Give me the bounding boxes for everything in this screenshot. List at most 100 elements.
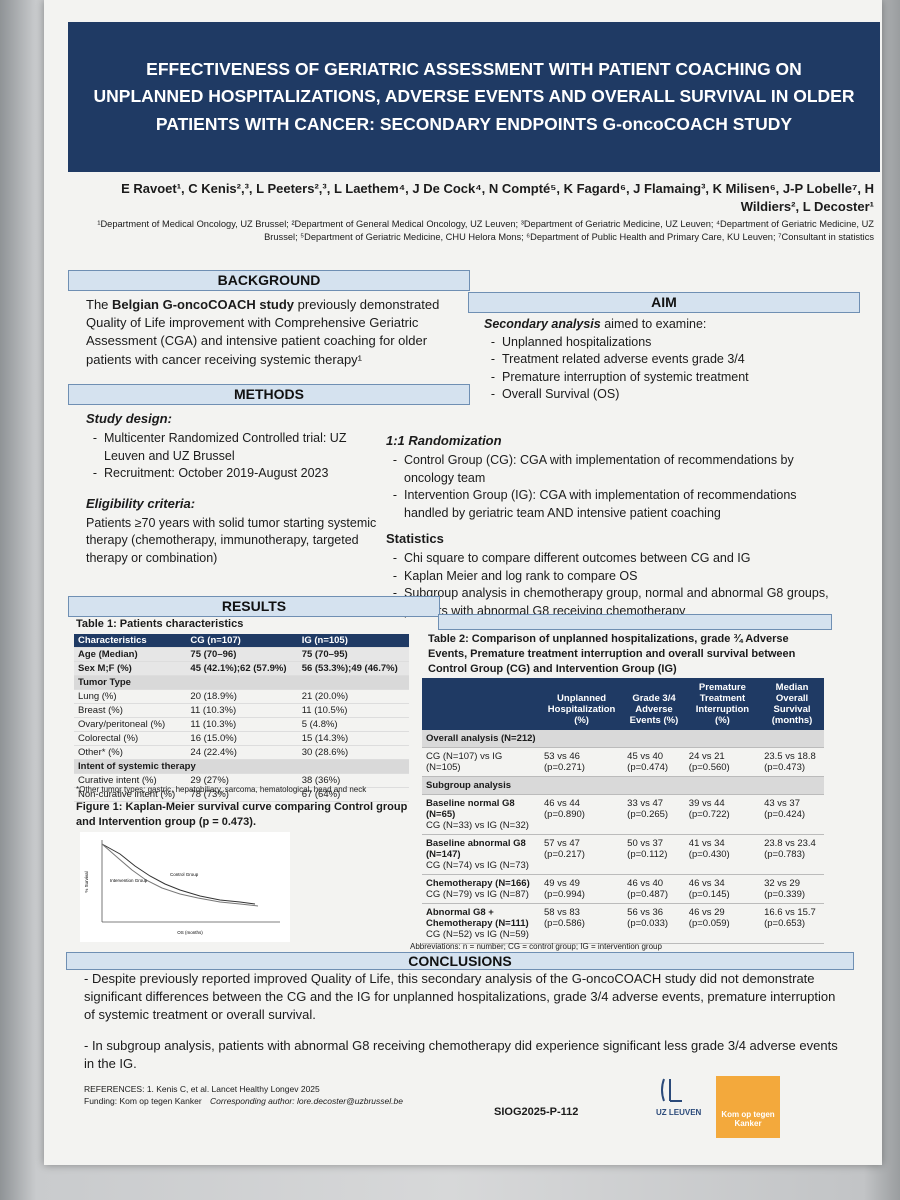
table2-row: Baseline abnormal G8 (N=147) CG (N=74) vs… <box>422 834 824 875</box>
table2-cell: 46 vs 40 (p=0.487) <box>623 874 685 904</box>
figure-control-label: Control Group <box>170 872 199 877</box>
table1-row: Intent of systemic therapy <box>74 759 409 774</box>
conclusion-paragraph: - Despite previously reported improved Q… <box>84 971 836 1023</box>
logo-kom-op-tegen-kanker: Kom op tegen Kanker <box>716 1076 780 1138</box>
study-design-list: Multicenter Randomized Controlled trial:… <box>86 430 386 483</box>
study-design-heading: Study design: <box>86 411 172 426</box>
table2-comparison: CG (N=79) vs IG (N=87) <box>426 889 529 900</box>
table1-cell: 11 (10.3%) <box>186 703 298 718</box>
list-item: Intervention Group (IG): CGA with implem… <box>404 487 836 522</box>
table2-group-label: Chemotherapy (N=166) <box>426 878 530 889</box>
conclusion-paragraph: - In subgroup analysis, patients with ab… <box>84 1037 838 1071</box>
table1-cell: CG (n=107) <box>186 634 298 648</box>
table1-cell: 78 (73%) <box>186 787 298 802</box>
poster-code: SIOG2025-P-112 <box>494 1106 579 1118</box>
figure-x-label: OS (months) <box>177 930 203 935</box>
logo-kom-text: Kom op tegen Kanker <box>721 1110 775 1128</box>
list-item: Unplanned hospitalizations <box>502 334 864 352</box>
list-item: Chi square to compare different outcomes… <box>404 550 836 568</box>
statistics-list: Chi square to compare different outcomes… <box>386 550 836 620</box>
list-item: Kaplan Meier and log rank to compare OS <box>404 568 836 586</box>
table2-section-cell: Overall analysis (N=212) <box>422 730 824 748</box>
table2-group-label: Baseline abnormal G8 (N=147) <box>426 838 526 860</box>
list-item: Multicenter Randomized Controlled trial:… <box>104 430 386 465</box>
table2-comparison: CG (N=74) vs IG (N=73) <box>426 860 529 871</box>
table1-row: Curative intent (%) 29 (27%) 38 (36%) <box>74 773 409 788</box>
table2-cell: 41 vs 34 (p=0.430) <box>684 834 761 875</box>
table1-footnote: *Other tumor types: gastric, hepatobilia… <box>76 785 367 794</box>
table2-cell: 43 vs 37 (p=0.424) <box>760 794 824 835</box>
poster: EFFECTIVENESS OF GERIATRIC ASSESSMENT WI… <box>44 0 882 1165</box>
table1-row: Age (Median) 75 (70–96) 75 (70–95) <box>74 647 409 662</box>
table2-header-cell: Unplanned Hospitalization (%) <box>540 678 624 730</box>
table2-cell: 49 vs 49 (p=0.994) <box>540 874 624 904</box>
table2-section-row: Overall analysis (N=212) <box>422 730 824 748</box>
km-figure: % Survival OS (months) Control Group Int… <box>80 832 290 942</box>
table2-row: CG (N=107) vs IG (N=105) 53 vs 46 (p=0.27… <box>422 747 824 777</box>
table2-cell: 23.5 vs 18.8 (p=0.473) <box>760 747 824 777</box>
aim-lead-text: aimed to examine: <box>604 317 707 331</box>
aim-list: Unplanned hospitalizationsTreatment rela… <box>484 334 864 404</box>
table2-header-cell: Grade 3/4 Adverse Events (%) <box>623 678 685 730</box>
table2-section-row: Subgroup analysis <box>422 776 824 795</box>
table2-cell: 32 vs 29 (p=0.339) <box>760 874 824 904</box>
randomization-list: Control Group (CG): CGA with implementat… <box>386 452 836 522</box>
table1-cell: Other* (%) <box>74 745 187 760</box>
table2-comparison: CG (N=107) vs IG (N=105) <box>426 751 503 773</box>
table2-cell: 39 vs 44 (p=0.722) <box>684 794 761 835</box>
table1-cell: Curative intent (%) <box>74 773 187 788</box>
aim-lead: Secondary analysis aimed to examine: <box>484 316 864 334</box>
table2-row: Baseline normal G8 (N=65) CG (N=33) vs IG… <box>422 794 824 835</box>
eligibility-text: Patients ≥70 years with solid tumor star… <box>86 515 377 565</box>
table2-header-row: Unplanned Hospitalization (%) Grade 3/4 A… <box>422 678 824 730</box>
figure-y-label: % Survival <box>84 871 89 892</box>
table2-label-cell: CG (N=107) vs IG (N=105) <box>422 747 540 777</box>
table2-cell: 46 vs 34 (p=0.145) <box>684 874 761 904</box>
table2-title: Table 2: Comparison of unplanned hospita… <box>428 633 796 675</box>
table1-cell: Lung (%) <box>74 689 187 704</box>
table2-cell: 56 vs 36 (p=0.033) <box>623 903 685 944</box>
list-item: Recruitment: October 2019-August 2023 <box>104 465 386 483</box>
table2-comparison: CG (N=52) vs IG (N=59) <box>426 929 529 940</box>
table2-label-cell: Chemotherapy (N=166) CG (N=79) vs IG (N=8… <box>422 874 540 904</box>
table2-corner <box>422 678 540 730</box>
table1-cell: 16 (15.0%) <box>186 731 298 746</box>
aim-lead-bold: Secondary analysis <box>484 317 601 331</box>
table1-cell: 15 (14.3%) <box>297 731 409 746</box>
table2-group-label: Abnormal G8 + Chemotherapy (N=111) <box>426 907 529 929</box>
figure-intervention-label: Intervention Group <box>110 878 148 883</box>
methods-left: Study design: Multicenter Randomized Con… <box>86 406 386 567</box>
table1-row: Sex M;F (%) 45 (42.1%);62 (57.9%) 56 (53.3… <box>74 661 409 676</box>
table1-row: Non-curative intent (%) 78 (73%) 67 (64%) <box>74 787 409 802</box>
figure1-caption: Figure 1: Kaplan-Meier survival curve co… <box>76 801 408 828</box>
table1-row: Tumor Type <box>74 675 409 690</box>
table1-cell: Non-curative intent (%) <box>74 787 187 802</box>
table2-cell: 46 vs 29 (p=0.059) <box>684 903 761 944</box>
figure-bg <box>80 832 290 942</box>
conclusions-heading: CONCLUSIONS <box>66 952 854 970</box>
table1-cell: 45 (42.1%);62 (57.9%) <box>186 661 298 676</box>
table1-cell: Ovary/peritoneal (%) <box>74 717 187 732</box>
table2-row: Abnormal G8 + Chemotherapy (N=111) CG (N=… <box>422 903 824 944</box>
table1-row: Ovary/peritoneal (%) 11 (10.3%) 5 (4.8%) <box>74 717 409 732</box>
table2: Unplanned Hospitalization (%) Grade 3/4 A… <box>422 678 824 944</box>
table2-wrap: Unplanned Hospitalization (%) Grade 3/4 A… <box>422 678 824 944</box>
results-bar-right <box>438 614 832 630</box>
table1-cell: Intent of systemic therapy <box>74 759 409 774</box>
table1-title: Table 1: Patients characteristics <box>76 618 244 630</box>
table2-section-cell: Subgroup analysis <box>422 776 824 795</box>
corresponding-author: Corresponding author: lore.decoster@uzbr… <box>210 1096 403 1107</box>
table1-cell: 56 (53.3%);49 (46.7%) <box>297 661 409 676</box>
list-item: Premature interruption of systemic treat… <box>502 369 864 387</box>
table2-group-label: Baseline normal G8 (N=65) <box>426 798 515 820</box>
table2-header-cell: Premature Treatment Interruption (%) <box>684 678 761 730</box>
table1-cell: 38 (36%) <box>297 773 409 788</box>
logo-uzbrussel <box>661 1078 682 1102</box>
table1-row: Colorectal (%) 16 (15.0%) 15 (14.3%) <box>74 731 409 746</box>
table1-cell: IG (n=105) <box>297 634 409 648</box>
table1-row: Characteristics CG (n=107) IG (n=105) <box>74 634 409 648</box>
table1-row: Breast (%) 11 (10.3%) 11 (10.5%) <box>74 703 409 718</box>
table2-row: Chemotherapy (N=166) CG (N=79) vs IG (N=8… <box>422 874 824 904</box>
